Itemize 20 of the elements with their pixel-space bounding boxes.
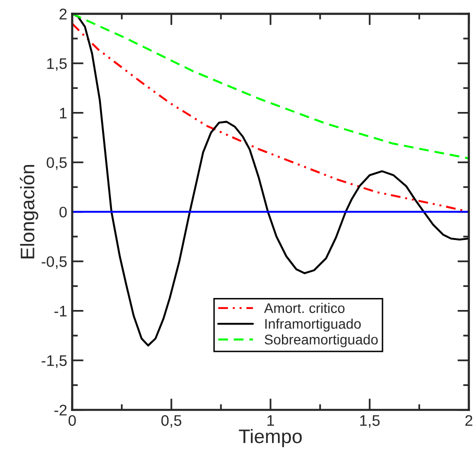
legend-label: Inframortiguado xyxy=(265,318,361,332)
line-series xyxy=(72,22,469,213)
x-tick-label: 1,5 xyxy=(360,415,380,428)
legend-label: Sobreamortiguado xyxy=(264,334,378,348)
y-tick-label: 1 xyxy=(60,108,67,118)
x-tick-label: 0,5 xyxy=(161,415,182,428)
y-axis-title: Elongación xyxy=(20,164,38,258)
y-tick-label: -1,5 xyxy=(42,355,67,368)
y-tick-label: 0 xyxy=(59,206,67,218)
y-tick-label: 1,5 xyxy=(47,58,67,71)
y-tick-label: 2 xyxy=(60,8,67,20)
x-tick-label: 1 xyxy=(267,415,274,426)
y-tick-label: -0,5 xyxy=(42,256,67,269)
x-axis-title: Tiempo xyxy=(238,428,302,448)
y-tick-label: -1 xyxy=(54,306,67,316)
y-tick-label: 0,5 xyxy=(46,157,67,170)
x-tick-label: 2 xyxy=(465,415,472,426)
x-tick-label: 0 xyxy=(68,415,76,426)
legend-label: Amort. critico xyxy=(264,302,345,314)
y-tick-label: -2 xyxy=(54,404,67,416)
